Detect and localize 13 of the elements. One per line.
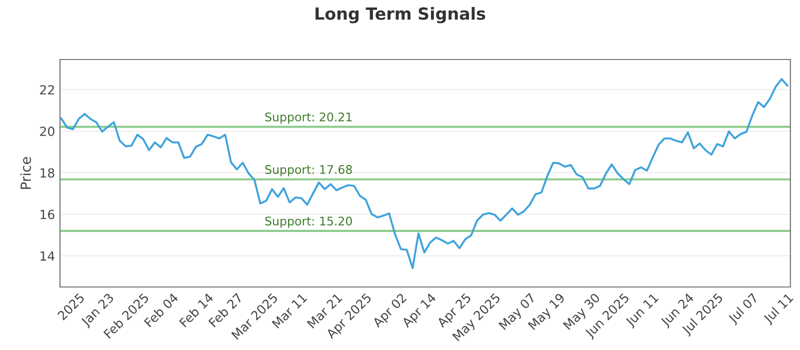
chart-title: Long Term Signals — [316, 7, 486, 24]
y-axis-title: Price — [20, 157, 31, 189]
y-tick-label: 22 — [40, 85, 54, 94]
y-tick-label: 14 — [40, 251, 54, 261]
ref-line-label: Support: 20.21 — [265, 112, 352, 124]
y-tick-label: 20 — [40, 126, 54, 136]
ref-line-label: Support: 15.20 — [265, 216, 352, 228]
x-tick-label: Jul 11 — [762, 292, 796, 326]
y-tick-label: 16 — [40, 210, 54, 220]
y-tick-label: 18 — [40, 168, 54, 178]
x-tick-label: Jul 07 — [727, 292, 760, 326]
ref-line-label: Support: 17.68 — [265, 165, 352, 176]
line-series — [60, 78, 788, 270]
